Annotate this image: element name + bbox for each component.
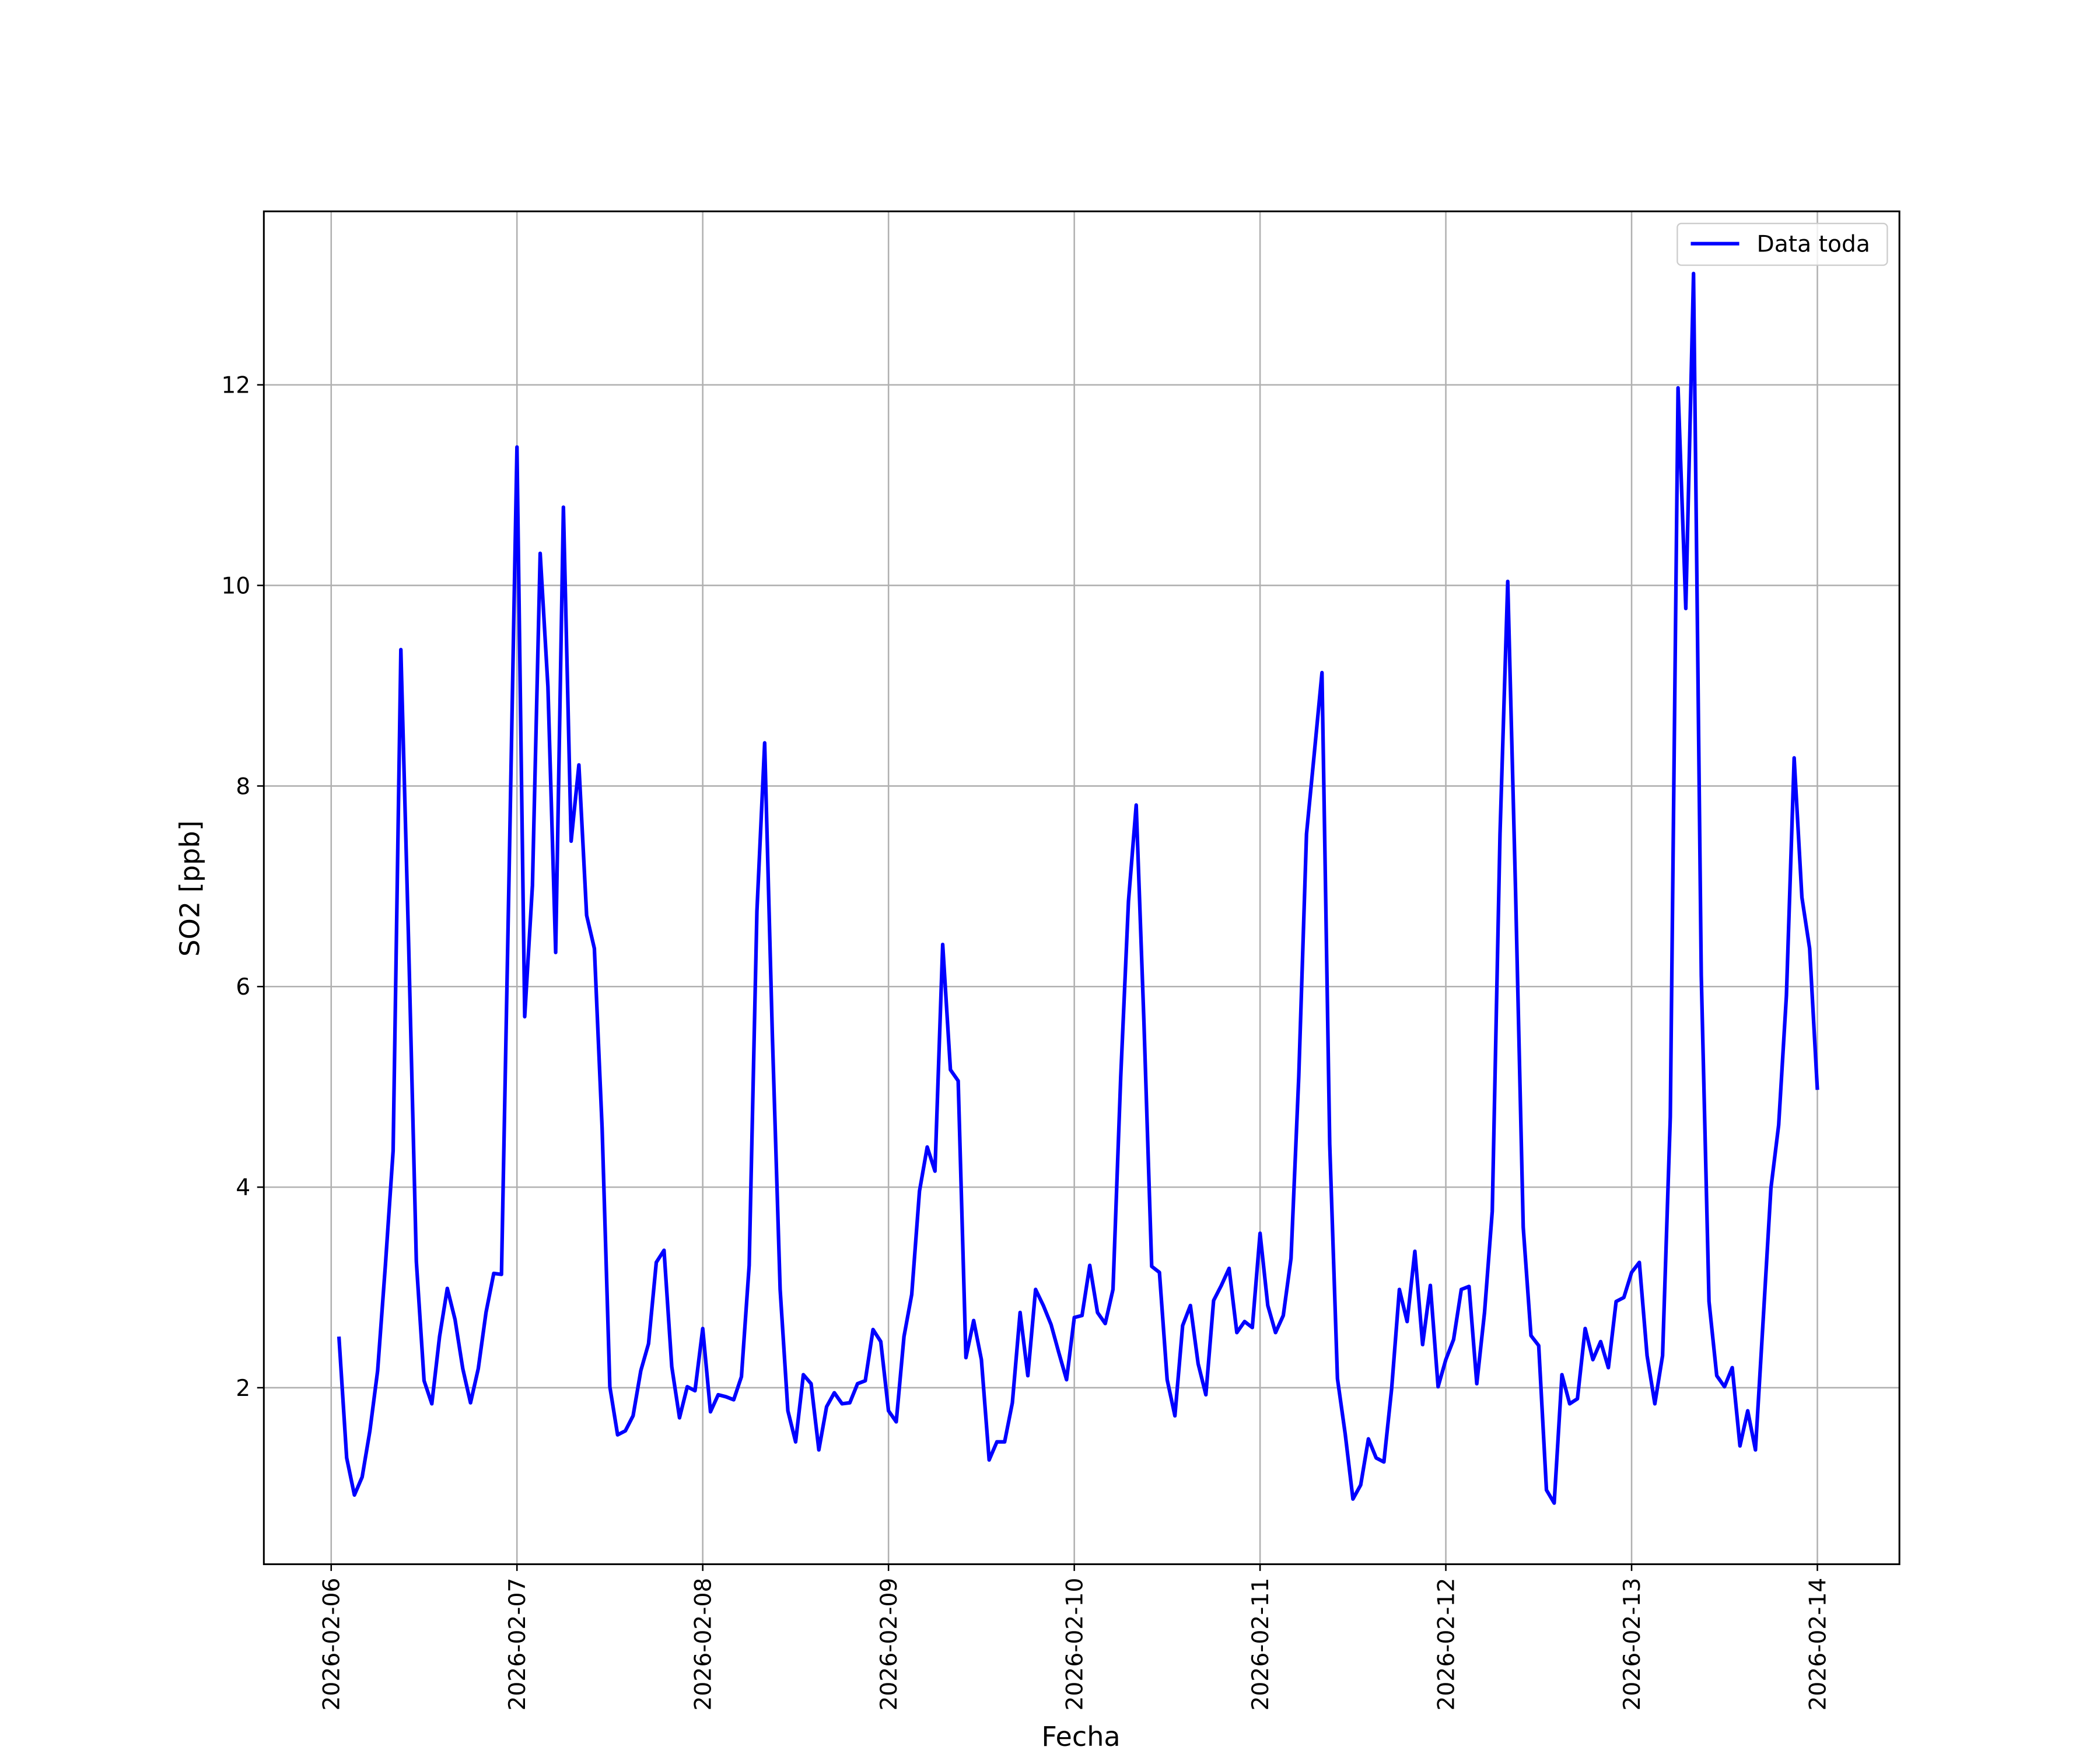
y-tick-label: 2 bbox=[236, 1376, 250, 1402]
legend-box bbox=[1676, 222, 1888, 266]
y-tick-label: 4 bbox=[236, 1175, 250, 1201]
legend-label: Data toda bbox=[1757, 232, 1870, 258]
y-axis-label: SO2 [ppb] bbox=[174, 820, 206, 957]
legend: Data toda bbox=[1676, 222, 1888, 266]
x-axis-label: Fecha bbox=[1041, 1721, 1120, 1750]
y-tick-label: 12 bbox=[221, 373, 250, 399]
plot-area bbox=[337, 271, 1819, 1505]
x-tick-label: 2026-02-10 bbox=[1062, 1578, 1088, 1711]
x-tick-label: 2026-02-07 bbox=[505, 1578, 531, 1711]
axes-frame bbox=[262, 210, 1901, 1566]
x-tick-label: 2026-02-09 bbox=[876, 1578, 902, 1711]
grid bbox=[264, 211, 1900, 1564]
x-tick-label: 2026-02-12 bbox=[1433, 1578, 1460, 1711]
y-tick-label: 6 bbox=[236, 974, 250, 1000]
x-tick-label: 2026-02-14 bbox=[1805, 1578, 1831, 1711]
x-tick-label: 2026-02-08 bbox=[691, 1578, 717, 1711]
x-tick-label: 2026-02-13 bbox=[1619, 1578, 1646, 1711]
y-tick-label: 10 bbox=[221, 573, 250, 599]
data-line bbox=[337, 271, 1819, 1505]
x-tick-label: 2026-02-06 bbox=[319, 1578, 345, 1711]
x-tick-label: 2026-02-11 bbox=[1248, 1578, 1274, 1711]
y-tick-label: 8 bbox=[236, 774, 250, 800]
